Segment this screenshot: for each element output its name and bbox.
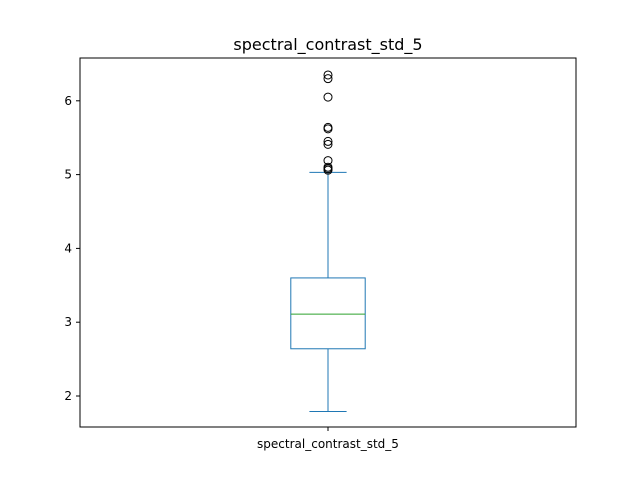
- y-tick-label: 4: [64, 241, 72, 255]
- outlier-point: [323, 70, 333, 80]
- box-plot-series: [290, 70, 366, 413]
- outlier-point: [323, 162, 333, 172]
- outlier-point: [323, 74, 333, 84]
- x-axis: spectral_contrast_std_5: [257, 427, 399, 451]
- outlier-point: [323, 136, 333, 146]
- y-tick-label: 2: [64, 389, 72, 403]
- y-axis: 2 3 4 5 6: [64, 94, 80, 403]
- outlier-point: [323, 156, 333, 166]
- outlier-point: [323, 139, 333, 149]
- outlier-point: [323, 122, 333, 132]
- y-tick-label: 6: [64, 94, 72, 108]
- iqr-box: [290, 277, 366, 350]
- y-tick-label: 5: [64, 168, 72, 182]
- x-tick-label: spectral_contrast_std_5: [257, 437, 399, 451]
- y-tick-label: 3: [64, 315, 72, 329]
- chart-title: spectral_contrast_std_5: [233, 35, 422, 55]
- outlier-point: [323, 92, 333, 102]
